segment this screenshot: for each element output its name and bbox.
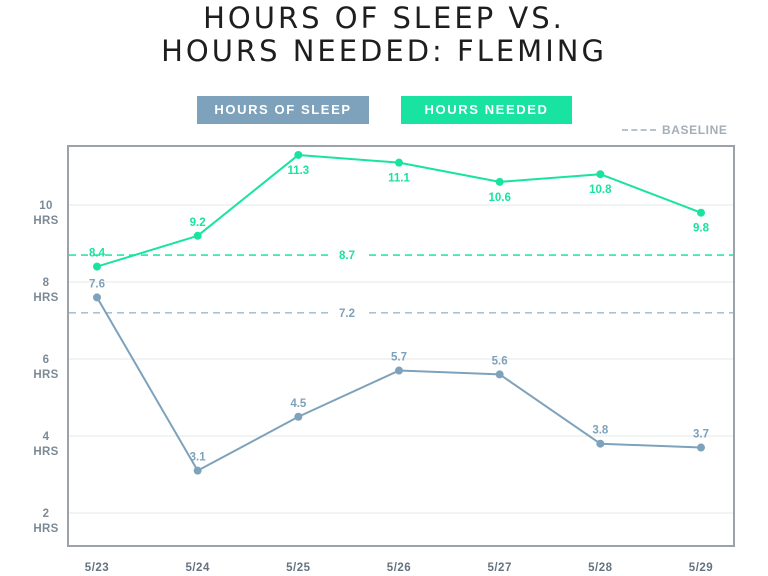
legend-hours-of-sleep: HOURS OF SLEEP	[197, 96, 369, 124]
data-label: 5.6	[492, 355, 508, 367]
y-tick-number: 10	[39, 200, 52, 212]
x-tick-label: 5/24	[185, 562, 209, 574]
plot-frame	[67, 145, 735, 547]
data-point	[193, 231, 202, 240]
data-point	[495, 177, 504, 186]
legend-baseline: BASELINE	[622, 122, 727, 138]
baseline-label-bg	[330, 304, 364, 321]
legend-hours-needed: HOURS NEEDED	[401, 96, 572, 124]
baseline-dash-icon	[622, 129, 656, 131]
x-tick-label: 5/25	[286, 562, 310, 574]
data-label: 11.1	[388, 173, 410, 185]
data-point	[93, 293, 101, 302]
y-tick-unit: HRS	[33, 446, 58, 458]
baseline-value-label: 8.7	[339, 250, 355, 262]
data-label: 3.8	[592, 425, 609, 437]
data-point	[495, 370, 504, 379]
y-tick-unit: HRS	[33, 523, 58, 535]
data-point	[395, 158, 403, 167]
data-label: 11.3	[287, 165, 309, 177]
legend-baseline-label: BASELINE	[662, 123, 728, 137]
data-point	[697, 443, 705, 452]
chart-title-line-2: HOURS NEEDED: FLEMING	[161, 34, 607, 68]
x-tick-label: 5/26	[387, 562, 411, 574]
x-tick-label: 5/27	[487, 562, 511, 574]
baseline-value-label: 7.2	[339, 308, 355, 320]
data-label: 10.6	[488, 192, 510, 204]
data-label: 4.5	[290, 398, 307, 410]
series-line	[96, 296, 702, 472]
data-point	[93, 262, 101, 271]
data-point	[395, 366, 403, 375]
data-label: 9.8	[693, 223, 710, 235]
y-tick-unit: HRS	[33, 292, 58, 304]
y-tick-number: 2	[43, 508, 50, 520]
x-tick-label: 5/29	[689, 562, 713, 574]
data-label: 3.7	[693, 429, 709, 441]
chart-title-line-1: HOURS OF SLEEP VS.	[203, 1, 565, 35]
data-point	[697, 208, 705, 217]
data-label: 3.1	[190, 452, 207, 464]
baseline-label-bg	[330, 247, 364, 264]
data-point	[596, 170, 605, 179]
data-label: 7.6	[89, 278, 105, 290]
data-label: 5.7	[391, 352, 407, 364]
y-tick-unit: HRS	[33, 215, 58, 227]
data-label: 8.4	[89, 248, 106, 260]
data-point	[294, 412, 303, 421]
x-tick-label: 5/23	[85, 562, 109, 574]
data-label: 9.2	[190, 217, 206, 229]
data-label: 10.8	[589, 184, 612, 196]
y-tick-unit: HRS	[33, 369, 58, 381]
data-point	[193, 466, 202, 475]
y-tick-number: 6	[43, 354, 50, 366]
x-tick-label: 5/28	[588, 562, 612, 574]
data-point	[596, 439, 605, 448]
data-point	[294, 150, 303, 159]
y-tick-number: 8	[43, 277, 50, 289]
y-tick-number: 4	[43, 431, 50, 443]
